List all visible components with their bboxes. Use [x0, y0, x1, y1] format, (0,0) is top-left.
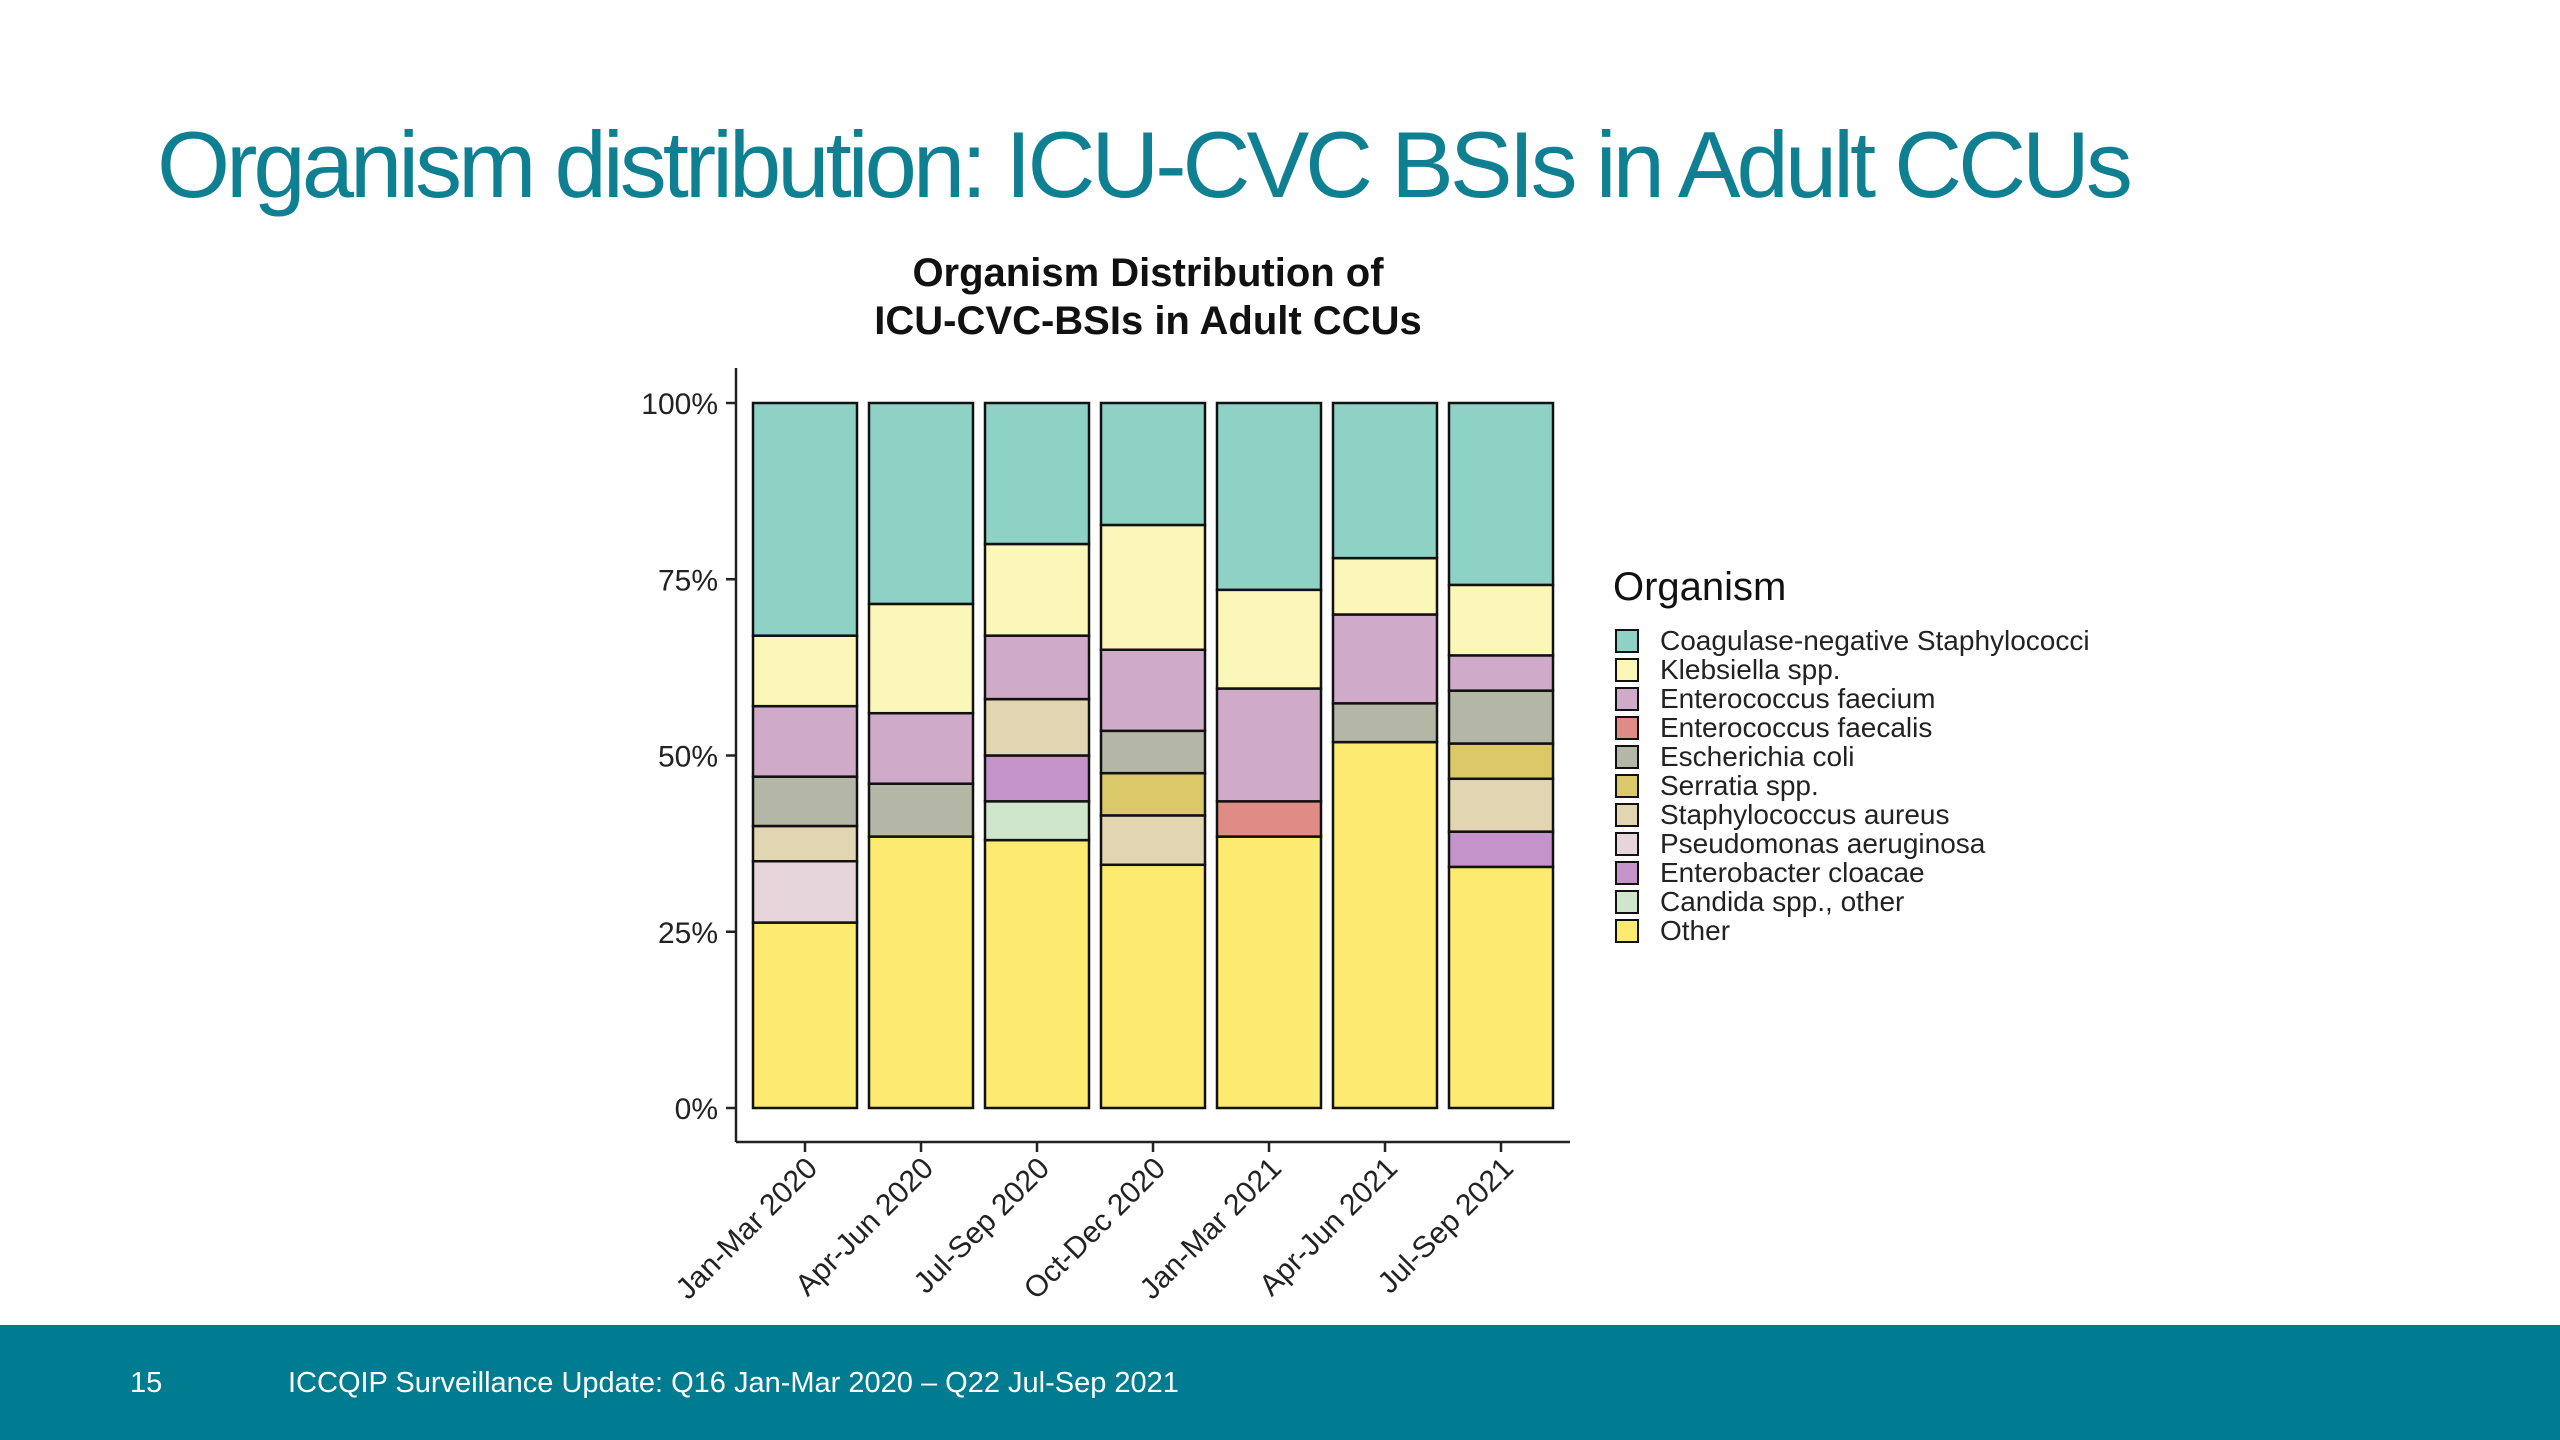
legend-swatch: [1615, 861, 1639, 885]
bar-segment: [1447, 830, 1555, 869]
bar-segment: [867, 711, 975, 785]
legend-swatch: [1615, 803, 1639, 827]
legend-label: Serratia spp.: [1660, 770, 1819, 801]
bar-segment: [751, 860, 859, 924]
y-tick-label: 100%: [641, 388, 718, 421]
bar-segment: [1099, 729, 1207, 775]
bar-segment: [867, 782, 975, 838]
legend-swatch: [1615, 919, 1639, 943]
page-number: 15: [130, 1367, 163, 1399]
legend-label: Klebsiella spp.: [1660, 654, 1841, 685]
bar-segment: [1215, 588, 1323, 690]
bar-segment: [1331, 401, 1439, 560]
bar-segment: [983, 838, 1091, 1110]
legend-label: Staphylococcus aureus: [1660, 799, 1950, 830]
bar-segment: [983, 697, 1091, 757]
bar-segment: [1447, 865, 1555, 1110]
bar-segment: [751, 634, 859, 708]
legend-swatch: [1615, 832, 1639, 856]
legend-swatch: [1615, 687, 1639, 711]
bar-segment: [1215, 800, 1323, 838]
bar-segment: [983, 634, 1091, 701]
bar-segment: [867, 835, 975, 1110]
bar-segment: [1447, 689, 1555, 745]
bar-segment: [1099, 771, 1207, 817]
bar-segment: [1331, 613, 1439, 705]
bar-segment: [1099, 863, 1207, 1110]
footer-bar: 15 ICCQIP Surveillance Update: Q16 Jan-M…: [0, 1325, 2560, 1440]
legend-title: Organism: [1613, 565, 1786, 609]
legend-swatch: [1615, 745, 1639, 769]
bar-segment: [1447, 583, 1555, 657]
slide-title: Organism distribution: ICU-CVC BSIs in A…: [157, 112, 2133, 217]
bar-segment: [1447, 401, 1555, 587]
chart-title-line: Organism Distribution of: [912, 251, 1384, 295]
footer-text: ICCQIP Surveillance Update: Q16 Jan-Mar …: [288, 1367, 1179, 1399]
legend-label: Enterococcus faecalis: [1660, 712, 1932, 743]
y-tick-label: 50%: [658, 741, 718, 774]
legend-label: Enterobacter cloacae: [1660, 857, 1925, 888]
legend-swatch: [1615, 658, 1639, 682]
bar-segment: [1331, 702, 1439, 744]
y-tick-label: 0%: [675, 1093, 718, 1126]
bar-segment: [867, 401, 975, 606]
bar-segment: [983, 542, 1091, 637]
bar-segment: [983, 401, 1091, 546]
bar-segment: [1447, 742, 1555, 781]
legend-label: Coagulase-negative Staphylococci: [1660, 625, 2090, 656]
bar-segment: [1099, 814, 1207, 867]
legend-label: Enterococcus faecium: [1660, 683, 1935, 714]
legend-swatch: [1615, 890, 1639, 914]
bar-segment: [1447, 777, 1555, 833]
bar-segment: [1331, 556, 1439, 616]
legend-swatch: [1615, 629, 1639, 653]
bar-segment: [1099, 401, 1207, 527]
bar-segment: [751, 775, 859, 828]
bar-segment: [751, 824, 859, 863]
bar-segment: [751, 401, 859, 637]
bar-segment: [1099, 523, 1207, 652]
legend-swatch: [1615, 774, 1639, 798]
bar-segment: [983, 754, 1091, 803]
legend-label: Candida spp., other: [1660, 886, 1904, 917]
y-tick-label: 25%: [658, 917, 718, 950]
legend-label: Pseudomonas aeruginosa: [1660, 828, 1986, 859]
bar-segment: [1331, 740, 1439, 1110]
bar-segment: [1099, 648, 1207, 733]
bar-segment: [1215, 835, 1323, 1110]
bar-segment: [983, 800, 1091, 842]
bar-segment: [1215, 687, 1323, 803]
bar-segment: [867, 602, 975, 715]
legend-label: Other: [1660, 915, 1730, 946]
y-tick-label: 75%: [658, 564, 718, 597]
bar-segment: [751, 921, 859, 1110]
chart-title-line: ICU-CVC-BSIs in Adult CCUs: [874, 299, 1421, 343]
bar-segment: [1447, 654, 1555, 692]
bar-segment: [1215, 401, 1323, 592]
legend-swatch: [1615, 716, 1639, 740]
bar-segment: [751, 704, 859, 778]
legend-label: Escherichia coli: [1660, 741, 1855, 772]
